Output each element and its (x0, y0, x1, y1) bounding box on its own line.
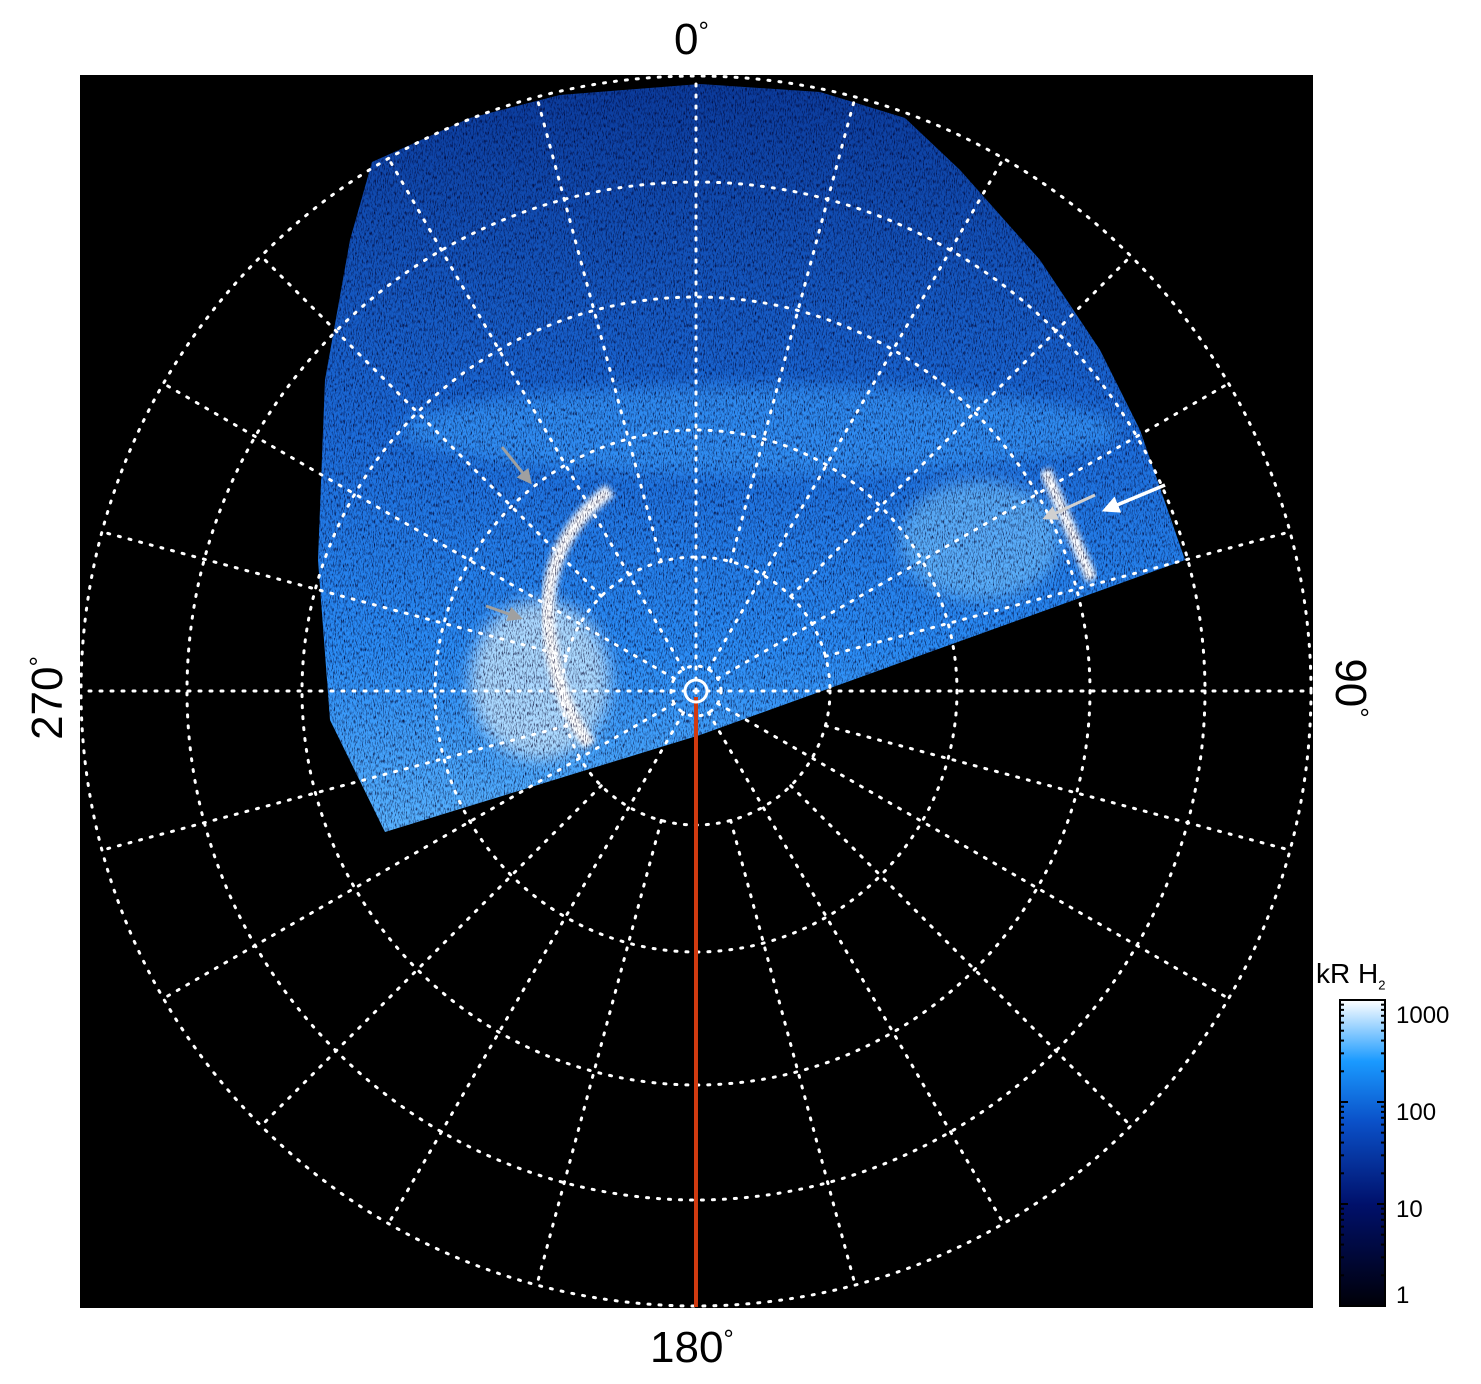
grid-spoke (161, 382, 676, 680)
grid-spoke (823, 530, 1292, 658)
grid-spoke (789, 254, 1133, 598)
azimuth-label-left: 270° (23, 656, 72, 740)
grid-spoke (161, 702, 676, 1000)
azimuth-label-right: 90° (1326, 658, 1375, 718)
colorbar (1339, 999, 1386, 1307)
grid-spoke (535, 818, 663, 1287)
annotation-arrow (500, 446, 532, 485)
colorbar-tick-label: 100 (1396, 1099, 1437, 1126)
grid-spoke (729, 818, 857, 1287)
grid-spoke (535, 95, 663, 564)
grid-spoke (823, 724, 1292, 852)
colorbar-title: kR H2 (1316, 958, 1386, 993)
annotation-arrow (1101, 483, 1166, 513)
grid-spoke (387, 156, 685, 671)
colorbar-tick-label: 10 (1396, 1196, 1423, 1223)
grid-spoke (716, 382, 1231, 680)
colorbar-tick-label: 1000 (1396, 1002, 1450, 1029)
grid-spoke (707, 156, 1005, 671)
grid-spoke (387, 711, 685, 1226)
pole-marker (683, 678, 709, 704)
grid-spoke (100, 530, 569, 658)
annotation-arrow (1042, 493, 1096, 520)
grid-spoke (729, 95, 857, 564)
grid-spoke (789, 784, 1133, 1128)
grid-ring (79, 74, 1313, 1308)
azimuth-label-top: 0° (674, 15, 709, 64)
grid-spoke (259, 254, 603, 598)
azimuth-label-bottom: 180° (650, 1323, 734, 1372)
grid-spoke (707, 711, 1005, 1226)
grid-spoke (716, 702, 1231, 1000)
colorbar-tick-label: 1 (1396, 1282, 1410, 1309)
colorbar-ticks (1340, 1003, 1385, 1307)
grid-spoke (100, 724, 569, 852)
annotation-arrow (485, 604, 523, 622)
grid-spoke (259, 784, 603, 1128)
